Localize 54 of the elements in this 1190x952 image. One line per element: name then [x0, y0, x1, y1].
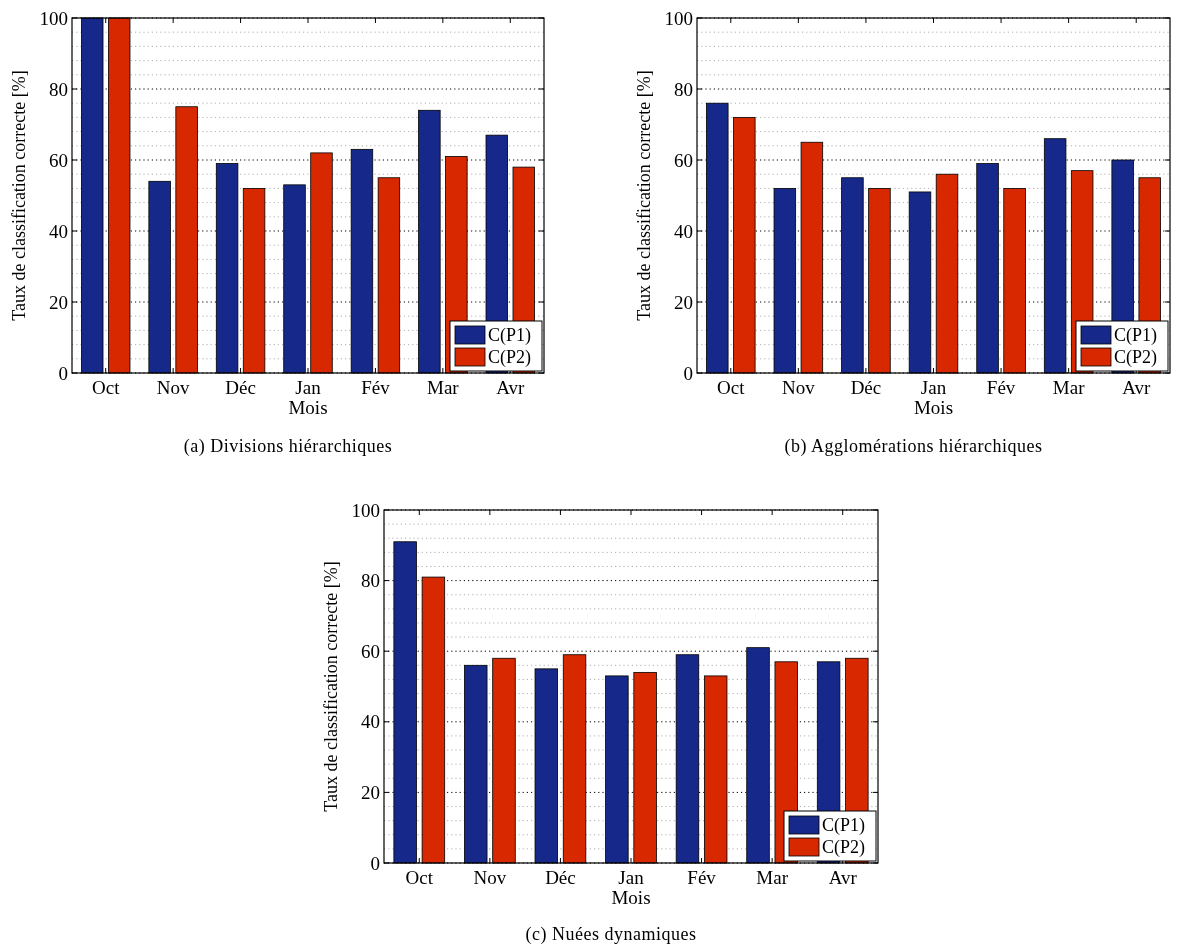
legend-label: C(P1): [822, 815, 866, 837]
x-tick-label: Oct: [92, 377, 121, 398]
x-tick-label: Déc: [225, 377, 256, 398]
legend-label: C(P2): [488, 347, 532, 369]
y-tick-label: 100: [39, 7, 68, 29]
x-tick-label: Mar: [427, 377, 460, 398]
y-axis-title: Taux de classification correcte [%]: [9, 70, 29, 321]
x-tick-label: Oct: [405, 867, 434, 888]
y-tick-label: 0: [58, 362, 68, 384]
y-tick-label: 100: [664, 7, 693, 29]
y-axis-title: Taux de classification correcte [%]: [634, 70, 654, 321]
y-tick-label: 20: [49, 291, 68, 313]
y-tick-label: 40: [361, 711, 380, 733]
x-axis-title: Mois: [913, 397, 954, 418]
y-tick-label: 0: [370, 852, 380, 874]
x-tick-label: Fév: [361, 377, 391, 398]
y-tick-label: 40: [49, 220, 68, 242]
x-tick-label: Fév: [687, 867, 717, 888]
y-tick-label: 40: [674, 220, 693, 242]
x-tick-label: Jan: [618, 867, 645, 888]
y-tick-label: 80: [674, 78, 693, 100]
legend-label: C(P2): [822, 837, 866, 859]
legend-label: C(P2): [1114, 347, 1158, 369]
x-axis-title: Mois: [611, 887, 651, 908]
legend-label: C(P1): [488, 325, 532, 347]
x-tick-label: Jan: [295, 377, 322, 398]
y-tick-label: 60: [361, 640, 380, 662]
y-tick-label: 80: [49, 78, 68, 100]
y-axis-title: Taux de classification correcte [%]: [321, 561, 341, 812]
x-tick-label: Avr: [828, 867, 858, 888]
x-tick-label: Fév: [986, 377, 1016, 398]
x-axis-title: Mois: [288, 397, 328, 418]
x-tick-label: Mar: [1052, 377, 1086, 398]
y-tick-label: 20: [361, 782, 380, 804]
text: (a) Divisions hiérarchiques: [183, 436, 393, 457]
x-tick-label: Jan: [920, 377, 947, 398]
x-tick-label: Nov: [781, 377, 816, 398]
text: (b) Agglomérations hiérarchiques: [784, 436, 1043, 457]
x-tick-label: Déc: [545, 867, 576, 888]
x-tick-label: Avr: [1122, 377, 1151, 398]
y-tick-label: 20: [674, 291, 693, 313]
x-tick-label: Nov: [156, 377, 190, 398]
text: (c) Nuées dynamiques: [525, 924, 697, 945]
y-tick-label: 80: [361, 570, 380, 592]
x-tick-label: Mar: [756, 867, 789, 888]
x-tick-label: Avr: [496, 377, 526, 398]
x-tick-label: Nov: [473, 867, 507, 888]
y-tick-label: 100: [351, 499, 380, 521]
x-tick-label: Déc: [850, 377, 882, 398]
y-tick-label: 0: [683, 362, 693, 384]
y-tick-label: 60: [674, 149, 693, 171]
x-tick-label: Oct: [717, 377, 746, 398]
legend-label: C(P1): [1114, 325, 1158, 347]
y-tick-label: 60: [49, 149, 68, 171]
